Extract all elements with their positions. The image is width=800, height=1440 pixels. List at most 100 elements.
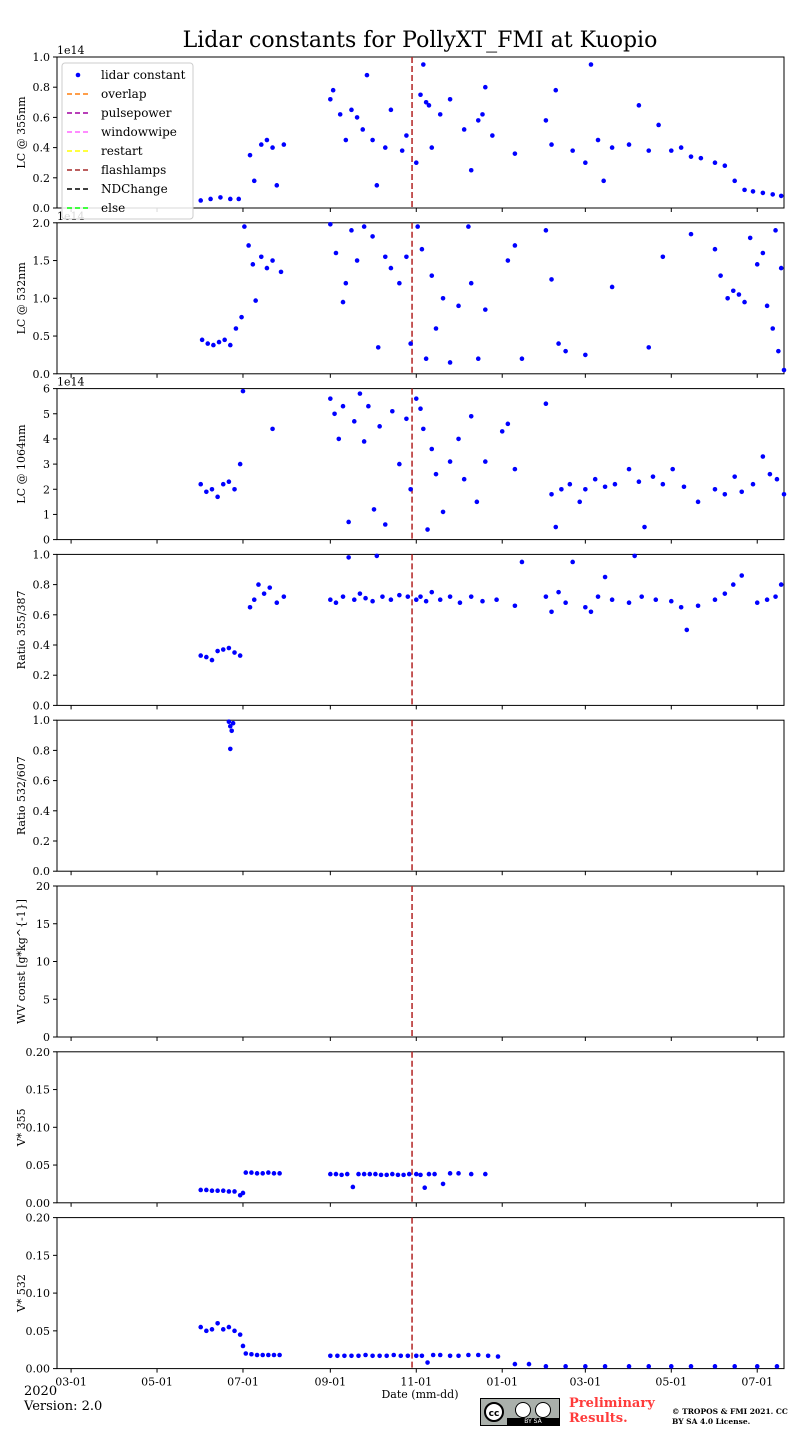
preliminary-results-label: Preliminary Results. xyxy=(569,1396,655,1426)
panel-frame xyxy=(56,222,785,375)
y-tick-label: 0.0 xyxy=(33,699,51,712)
data-point xyxy=(378,1172,384,1178)
data-point xyxy=(357,391,363,396)
data-point xyxy=(583,1364,588,1369)
data-point xyxy=(512,151,518,156)
data-point xyxy=(778,265,784,271)
data-point xyxy=(718,273,723,278)
data-point xyxy=(742,299,747,305)
data-point xyxy=(222,337,227,343)
y-axis-label: WV const [g*kg^{-1}] xyxy=(15,899,28,1024)
data-point xyxy=(650,474,656,479)
data-point xyxy=(251,178,257,184)
data-point xyxy=(688,154,694,159)
data-point xyxy=(722,163,728,169)
data-point xyxy=(781,492,787,497)
data-point xyxy=(354,115,360,120)
data-point xyxy=(447,594,453,599)
data-point xyxy=(215,1188,220,1194)
legend-box xyxy=(61,62,194,220)
y-axis-label: V* 532 xyxy=(15,1274,28,1313)
y-axis-label: Ratio 355/387 xyxy=(15,590,28,669)
data-point xyxy=(328,222,333,227)
data-point xyxy=(583,352,588,358)
data-point xyxy=(404,254,409,260)
data-point xyxy=(361,224,367,229)
data-point xyxy=(198,653,204,658)
data-point xyxy=(549,142,554,147)
data-point xyxy=(678,604,684,610)
y-tick-label: 0 xyxy=(43,534,50,547)
data-point xyxy=(270,145,275,150)
data-point xyxy=(198,481,204,487)
data-point xyxy=(670,466,675,472)
data-point xyxy=(204,1328,209,1334)
data-point xyxy=(246,243,251,248)
data-point xyxy=(198,198,204,203)
data-point xyxy=(730,288,736,294)
data-point xyxy=(549,609,554,615)
legend-label: lidar constant xyxy=(101,68,186,82)
data-point xyxy=(333,600,339,606)
data-point xyxy=(363,1352,368,1358)
y-tick-label: 4 xyxy=(43,433,50,446)
data-point xyxy=(342,1353,347,1359)
data-point xyxy=(601,178,606,184)
data-point xyxy=(781,367,787,373)
y-tick-label: 5 xyxy=(43,993,50,1006)
legend-label: NDChange xyxy=(101,182,168,196)
data-point xyxy=(391,1352,397,1358)
y-tick-label: 0.15 xyxy=(26,1249,51,1262)
data-point xyxy=(626,466,632,472)
y-tick-label: 0.6 xyxy=(33,775,51,788)
data-point xyxy=(375,345,381,350)
y-tick-label: 0.4 xyxy=(33,805,51,818)
data-point xyxy=(668,1364,674,1369)
y-tick-label: 1.5 xyxy=(33,255,51,268)
data-point xyxy=(423,356,429,362)
data-point xyxy=(209,1188,215,1194)
x-tick-label: 09-01 xyxy=(314,1376,346,1389)
data-point xyxy=(602,484,608,490)
data-point xyxy=(543,1364,549,1369)
data-point xyxy=(266,1352,271,1358)
data-point xyxy=(413,1171,419,1177)
data-point xyxy=(688,231,694,237)
data-point xyxy=(722,591,728,596)
y-tick-label: 6 xyxy=(43,383,50,396)
data-point xyxy=(656,122,661,128)
by-icon xyxy=(515,1402,531,1418)
data-point xyxy=(475,356,481,362)
y-tick-label: 0.05 xyxy=(26,1325,51,1338)
data-point xyxy=(237,653,243,658)
data-point xyxy=(423,598,429,604)
data-point xyxy=(567,481,573,487)
data-point xyxy=(773,594,778,599)
data-point xyxy=(404,133,409,138)
data-point xyxy=(199,337,205,343)
data-point xyxy=(422,1185,428,1190)
data-point xyxy=(760,454,766,459)
data-point xyxy=(346,555,351,560)
data-point xyxy=(543,401,549,407)
data-point xyxy=(354,258,360,263)
panel-frame xyxy=(56,719,785,872)
data-point xyxy=(512,1361,518,1367)
data-point xyxy=(653,597,659,602)
data-point xyxy=(432,1171,437,1177)
data-point xyxy=(370,1353,375,1359)
data-point xyxy=(216,339,222,345)
data-point xyxy=(468,594,474,599)
data-point xyxy=(563,348,568,354)
y-tick-label: 0.8 xyxy=(33,579,51,592)
data-point xyxy=(254,1171,260,1176)
data-point xyxy=(668,598,674,604)
data-point xyxy=(570,559,575,565)
data-point xyxy=(426,103,432,108)
data-point xyxy=(563,600,568,606)
data-point xyxy=(249,1351,254,1357)
data-point xyxy=(732,1364,737,1369)
data-point xyxy=(549,492,554,497)
data-point xyxy=(373,1171,378,1177)
y-axis-label: Ratio 532/607 xyxy=(15,756,28,835)
